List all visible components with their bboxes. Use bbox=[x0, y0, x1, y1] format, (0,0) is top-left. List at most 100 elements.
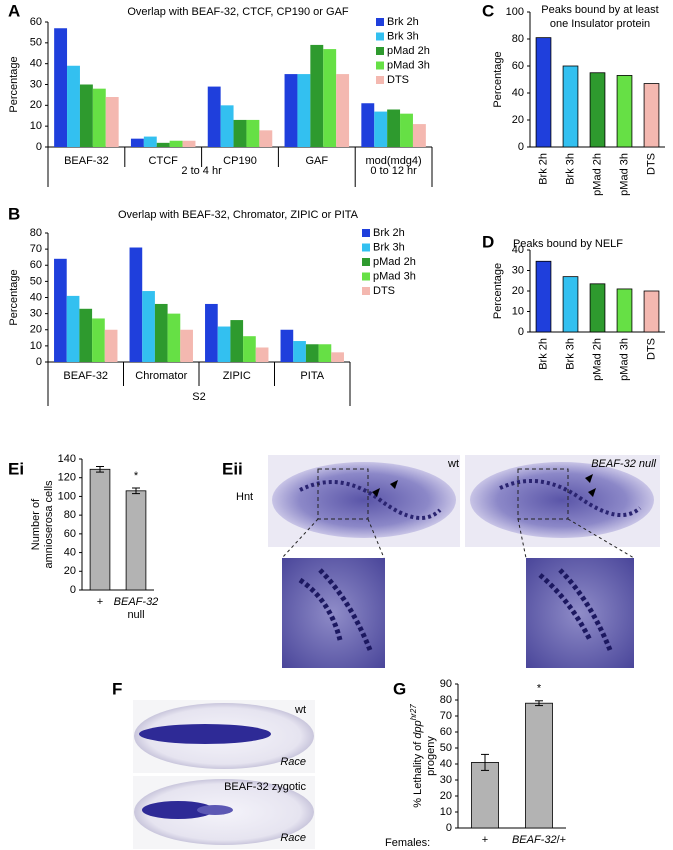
bar bbox=[66, 295, 80, 362]
bar bbox=[230, 320, 244, 362]
y-tick-label: 80 bbox=[440, 694, 452, 706]
y-axis-label-part: Number of bbox=[30, 498, 42, 550]
y-axis-label-part: progeny bbox=[425, 736, 437, 776]
bar bbox=[616, 75, 633, 148]
legend-swatch bbox=[376, 18, 384, 26]
bar bbox=[535, 260, 552, 333]
y-tick-label: 80 bbox=[64, 509, 76, 521]
legend-swatch bbox=[376, 76, 384, 84]
panel-label: F bbox=[112, 679, 122, 698]
y-tick-label: 20 bbox=[30, 324, 42, 336]
error-bar bbox=[535, 700, 543, 707]
bar bbox=[246, 119, 260, 147]
legend-label: pMad 3h bbox=[387, 59, 430, 71]
y-tick-label: 10 bbox=[512, 305, 524, 317]
y-tick-label: 50 bbox=[30, 37, 42, 49]
bar bbox=[562, 65, 579, 148]
bar bbox=[205, 303, 218, 362]
x-tick-label: pMad 3h bbox=[618, 153, 630, 196]
bar bbox=[589, 283, 606, 333]
y-tick-label: 70 bbox=[440, 710, 452, 722]
y-tick-label: 0 bbox=[518, 326, 524, 338]
bar bbox=[142, 291, 155, 362]
bar bbox=[207, 86, 221, 147]
y-tick-label: 20 bbox=[512, 285, 524, 297]
bar bbox=[412, 124, 426, 147]
legend-swatch bbox=[362, 272, 370, 281]
bar bbox=[259, 130, 273, 147]
bar bbox=[79, 84, 93, 147]
bar bbox=[471, 762, 499, 829]
y-tick-label: 100 bbox=[506, 6, 524, 18]
bar bbox=[525, 702, 553, 829]
bar bbox=[92, 318, 105, 362]
x-tick-label: ZIPIC bbox=[223, 370, 251, 382]
bar bbox=[180, 329, 193, 362]
bar bbox=[54, 28, 68, 147]
bar bbox=[374, 111, 388, 147]
image-eii bbox=[268, 455, 660, 668]
annotation: * bbox=[134, 470, 139, 482]
bar bbox=[361, 103, 375, 147]
bar bbox=[293, 341, 306, 362]
x-tick-label: Chromator bbox=[135, 370, 187, 382]
y-tick-label: 20 bbox=[30, 99, 42, 111]
y-axis-label: Percentage bbox=[8, 269, 20, 325]
y-tick-label: 40 bbox=[30, 58, 42, 70]
x-axis-label: Females: bbox=[385, 837, 430, 849]
x-tick-label: Brk 2h bbox=[537, 338, 549, 370]
y-tick-label: 100 bbox=[58, 490, 76, 502]
chart-title: Peaks bound by at least one Insulator pro… bbox=[541, 4, 658, 30]
y-tick-label: 0 bbox=[36, 141, 42, 153]
y-tick-label: 0 bbox=[518, 141, 524, 153]
bar bbox=[79, 308, 93, 362]
y-tick-label: 40 bbox=[512, 87, 524, 99]
bar bbox=[220, 105, 234, 147]
y-tick-label: 60 bbox=[512, 60, 524, 72]
y-axis-label: Percentage bbox=[492, 263, 504, 319]
x-tick-label: Brk 2h bbox=[537, 153, 549, 185]
x-tick-label: pMad 3h bbox=[618, 338, 630, 381]
legend-swatch bbox=[376, 47, 384, 55]
y-tick-label: 50 bbox=[30, 275, 42, 287]
x-tick-label: Brk 3h bbox=[564, 338, 576, 370]
y-axis-label-part: dpp bbox=[412, 720, 424, 738]
y-tick-label: 40 bbox=[64, 546, 76, 558]
legend-label: Brk 2h bbox=[387, 16, 419, 28]
y-tick-label: 120 bbox=[58, 472, 76, 484]
y-tick-label: 10 bbox=[30, 340, 42, 352]
group-label: S2 bbox=[192, 391, 205, 403]
y-tick-label: 30 bbox=[440, 774, 452, 786]
y-axis-label-part: % Lethality of bbox=[412, 739, 424, 808]
y-tick-label: 40 bbox=[30, 291, 42, 303]
bar bbox=[400, 113, 413, 147]
x-tick-label: BEAF-32 bbox=[63, 370, 108, 382]
x-tick-label: DTS bbox=[645, 338, 657, 360]
bar bbox=[154, 303, 168, 362]
y-tick-label: 40 bbox=[440, 758, 452, 770]
bar bbox=[67, 65, 80, 147]
bar bbox=[233, 119, 247, 147]
legend-label: pMad 2h bbox=[387, 45, 430, 57]
bar bbox=[182, 140, 196, 147]
bar bbox=[318, 344, 332, 362]
x-tick-label: BEAF-32/+ bbox=[512, 834, 566, 846]
image-label: Race bbox=[280, 832, 306, 844]
panel-label: B bbox=[8, 204, 20, 223]
y-tick-label: 30 bbox=[30, 78, 42, 90]
y-tick-label: 70 bbox=[30, 243, 42, 255]
panel-label: C bbox=[482, 1, 494, 20]
y-tick-label: 60 bbox=[440, 726, 452, 738]
image-f bbox=[133, 700, 315, 849]
legend-swatch bbox=[362, 287, 370, 295]
legend-label: DTS bbox=[373, 285, 395, 297]
error-bar bbox=[96, 465, 104, 473]
bar bbox=[616, 288, 633, 333]
image-label: wt bbox=[294, 704, 306, 716]
y-tick-label: 20 bbox=[512, 114, 524, 126]
legend-swatch bbox=[376, 61, 384, 70]
bar bbox=[310, 44, 324, 147]
y-tick-label: 60 bbox=[64, 528, 76, 540]
x-tick-label: pMad 2h bbox=[591, 338, 603, 381]
